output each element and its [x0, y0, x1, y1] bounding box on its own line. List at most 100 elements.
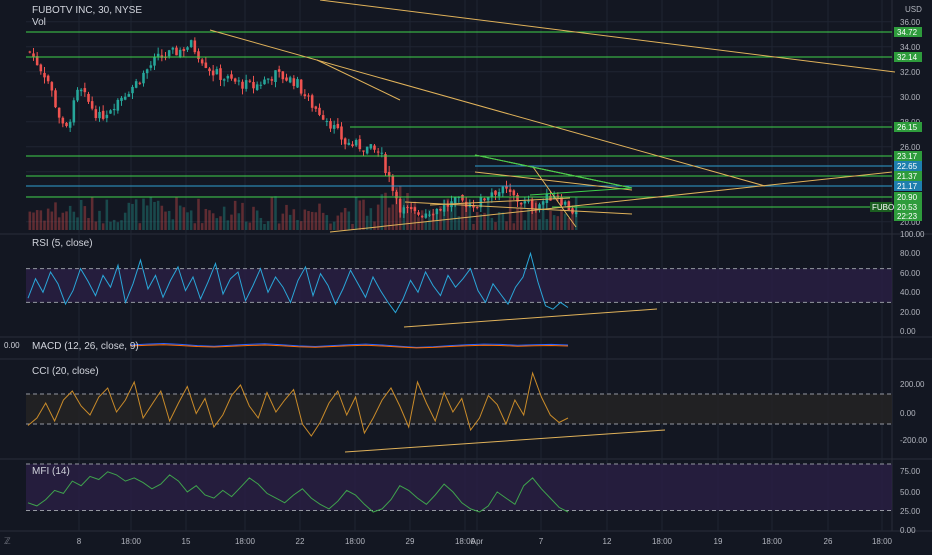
- volume-bar: [560, 208, 563, 230]
- volume-bar: [156, 200, 160, 230]
- volume-bar: [530, 208, 534, 230]
- volume-bar: [376, 204, 380, 230]
- volume-bar: [270, 197, 274, 230]
- volume-bar: [43, 220, 46, 230]
- candle-body: [424, 213, 428, 218]
- volume-bar: [54, 202, 57, 230]
- macd-signal-line: [129, 344, 569, 349]
- price-level-label: 20.90: [897, 193, 918, 202]
- candle-body: [545, 193, 549, 203]
- candle-body: [72, 100, 76, 123]
- price-level-label: 22.65: [897, 162, 918, 171]
- volume-bar: [358, 200, 362, 230]
- candle-body: [153, 56, 156, 66]
- candle-body: [101, 110, 105, 119]
- volume-bar: [472, 223, 475, 230]
- x-tick-label: 26: [824, 537, 833, 546]
- triangle-line: [529, 187, 633, 196]
- volume-bar: [453, 196, 457, 230]
- trend-line: [209, 29, 766, 187]
- volume-bar: [145, 205, 149, 230]
- price-level-badge: [894, 52, 922, 62]
- volume-bar: [384, 192, 387, 230]
- volume-bar: [552, 215, 556, 230]
- x-tick-label: 18:00: [235, 537, 256, 546]
- rsi-tick-label: 20.00: [900, 308, 921, 317]
- candle-body: [303, 94, 307, 97]
- volume-bar: [101, 223, 105, 230]
- candle-body: [391, 175, 395, 191]
- candle-body: [486, 196, 490, 200]
- volume-bar: [68, 205, 72, 230]
- candle-body: [461, 194, 464, 201]
- candle-body: [413, 207, 417, 211]
- candle-body: [541, 201, 545, 205]
- volume-bar: [343, 207, 347, 230]
- candle-body: [259, 84, 263, 86]
- volume-bar: [123, 212, 127, 230]
- candle-body: [402, 207, 406, 214]
- trend-line: [329, 171, 893, 233]
- volume-bar: [266, 221, 270, 230]
- candle-body: [87, 93, 90, 102]
- candle-body: [219, 68, 222, 80]
- candle-body: [116, 99, 120, 111]
- candle-body: [472, 204, 475, 208]
- volume-bar: [105, 199, 109, 230]
- volume-bar: [497, 211, 501, 230]
- candle-body: [288, 77, 292, 83]
- candle-body: [464, 201, 468, 207]
- volume-bar: [380, 194, 384, 230]
- tv-logo-icon[interactable]: ℤ: [4, 536, 11, 546]
- candle-body: [145, 69, 149, 74]
- volume-bar: [490, 217, 494, 230]
- candle-body: [237, 80, 241, 82]
- candle-body: [336, 123, 340, 129]
- candle-body: [222, 79, 226, 81]
- x-tick-label: Apr: [471, 537, 484, 546]
- candle-body: [321, 115, 325, 120]
- rsi-tick-label: 60.00: [900, 269, 921, 278]
- volume-bar: [57, 217, 61, 230]
- volume-bar: [274, 196, 277, 230]
- x-tick-label: 18:00: [762, 537, 783, 546]
- volume-bar: [189, 210, 193, 230]
- candle-body: [215, 69, 219, 75]
- volume-bar: [303, 209, 307, 230]
- volume-bar: [424, 222, 428, 230]
- price-level-badge: [894, 161, 922, 171]
- candle-body: [409, 207, 413, 210]
- candle-body: [395, 191, 398, 199]
- candle-body: [32, 53, 35, 58]
- candle-body: [142, 72, 145, 84]
- candle-body: [497, 192, 501, 197]
- volume-bar: [288, 214, 292, 230]
- price-level-badge: [894, 122, 922, 132]
- volume-bar: [395, 187, 398, 230]
- volume-bar: [87, 217, 90, 230]
- price-tick-label: 20.00: [900, 218, 921, 227]
- candle-body: [54, 90, 57, 108]
- candle-body: [50, 82, 54, 91]
- cci-title: CCI (20, close): [32, 366, 99, 377]
- volume-bar: [329, 223, 332, 230]
- volume-bar: [292, 209, 296, 230]
- volume-label: Vol: [32, 17, 46, 28]
- volume-bar: [409, 212, 413, 230]
- candle-body: [112, 108, 116, 111]
- x-tick-label: 18:00: [345, 537, 366, 546]
- candle-body: [530, 199, 534, 210]
- trend-line: [532, 166, 577, 228]
- cci-line: [27, 371, 569, 437]
- candle-body: [369, 144, 373, 149]
- price-level-label: 34.72: [897, 28, 918, 37]
- candle-body: [508, 189, 512, 193]
- trend-line: [429, 197, 571, 206]
- candle-body: [204, 62, 208, 68]
- candle-body: [193, 40, 197, 53]
- volume-bar: [296, 219, 299, 230]
- candle-body: [200, 59, 204, 64]
- volume-bar: [208, 210, 211, 230]
- candle-body: [263, 79, 266, 85]
